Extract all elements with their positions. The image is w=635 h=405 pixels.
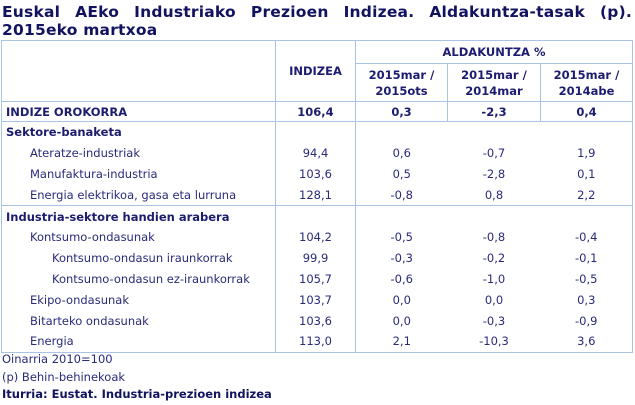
section-header-row: Industria-sektore handien arabera <box>1 205 633 227</box>
row-index: 113,0 <box>275 330 356 353</box>
row-value-1: 0,0 <box>392 292 411 307</box>
row-value-3: -0,1 <box>540 247 633 269</box>
row-index: 99,9 <box>275 247 356 269</box>
row-index: 103,6 <box>275 310 356 331</box>
row-label: Energia elektrikoa, gasa eta lurruna <box>1 184 276 207</box>
row-value-3: 3,6 <box>540 330 633 353</box>
table-row: Manufaktura-industria 103,6 0,5 -2,8 0,1 <box>1 163 633 185</box>
row-index: 104,2 <box>275 226 356 248</box>
row-value-3: 2,2 <box>540 184 633 207</box>
row-value-2: 0,0 <box>484 292 504 307</box>
title-word: Prezioen <box>250 3 329 21</box>
row-label: Ekipo-ondasunak <box>1 289 276 311</box>
row-index: 103,7 <box>275 289 356 311</box>
row-value-3: 0,1 <box>540 163 633 185</box>
title-word: (p). <box>600 3 632 21</box>
row-value-3: 1,9 <box>540 142 633 164</box>
row-value-3: -0,5 <box>540 268 633 290</box>
header-period-1: 2015mar /2015ots <box>355 63 448 102</box>
row-value-1: -0,3 <box>390 251 413 266</box>
row-value-2: 0,8 <box>447 184 541 207</box>
table-row: Ateratze-industriak 94,4 0,6 -0,7 1,9 <box>1 142 633 164</box>
row-value-3: -0,4 <box>540 226 633 248</box>
footnote-provisional: (p) Behin-behinekoak <box>2 370 126 384</box>
row-value-3: 0,3 <box>540 289 633 311</box>
table-row: Kontsumo-ondasun ez-iraunkorrak 105,7 -0… <box>1 268 633 290</box>
title-word: Industriako <box>134 3 236 21</box>
row-label: Energia <box>1 330 276 353</box>
table-row: Ekipo-ondasunak 103,7 0,0 0,0 0,3 <box>1 289 633 311</box>
title-word: Indizea. <box>343 3 415 21</box>
row-value-1: 0,0 <box>392 313 411 328</box>
footnote-source: Iturria: Eustat. Industria-prezioen indi… <box>2 387 272 401</box>
row-value-3: -0,9 <box>540 310 633 331</box>
row-value-2: -0,7 <box>482 146 506 161</box>
row-value-1: -0,6 <box>390 271 413 286</box>
row-index: 128,1 <box>275 184 356 207</box>
title-line-2: 2015eko martxoa <box>2 21 158 39</box>
row-label: Kontsumo-ondasun iraunkorrak <box>1 247 276 269</box>
row-value-2: -2,8 <box>482 166 506 181</box>
title-word: Euskal <box>2 3 61 21</box>
header-empty-cell <box>1 40 276 102</box>
row-value-2: -1,0 <box>482 271 506 286</box>
row-value-1: 0,3 <box>355 101 448 122</box>
row-value-2: -0,2 <box>482 251 506 266</box>
header-period-3: 2015mar /2014abe <box>540 63 633 102</box>
row-value-1: 0,5 <box>392 166 411 181</box>
table-row: Bitarteko ondasunak 103,6 0,0 -0,3 -0,9 <box>1 310 633 331</box>
row-value-2: -2,3 <box>447 101 541 122</box>
title-word: AEko <box>75 3 120 21</box>
row-value-2: -0,3 <box>482 313 506 328</box>
row-label: Bitarteko ondasunak <box>1 310 276 331</box>
table-row: Energia 113,0 2,1 -10,3 3,6 <box>1 330 633 353</box>
row-label: Kontsumo-ondasunak <box>1 226 276 248</box>
header-indizea: INDIZEA <box>275 40 356 102</box>
table-row: Kontsumo-ondasun iraunkorrak 99,9 -0,3 -… <box>1 247 633 269</box>
row-index: 105,7 <box>275 268 356 290</box>
row-value-1: 0,6 <box>392 146 411 161</box>
row-value-2: -0,8 <box>482 230 506 245</box>
row-value-2: -10,3 <box>447 330 541 353</box>
table-row: Kontsumo-ondasunak 104,2 -0,5 -0,8 -0,4 <box>1 226 633 248</box>
price-index-table: INDIZEA ALDAKUNTZA % 2015mar /2015ots 20… <box>1 40 633 353</box>
row-value-1: 2,1 <box>355 330 448 353</box>
header-aldakuntza: ALDAKUNTZA % <box>355 40 633 64</box>
title-word: Aldakuntza-tasak <box>429 3 585 21</box>
table-row: Energia elektrikoa, gasa eta lurruna 128… <box>1 184 633 207</box>
row-label: Ateratze-industriak <box>1 142 276 164</box>
row-index: 103,6 <box>275 163 356 185</box>
header-period-2: 2015mar /2014mar <box>447 63 541 102</box>
footnote-base: Oinarria 2010=100 <box>2 352 113 366</box>
row-value-3: 0,4 <box>540 101 633 122</box>
section-title: Sektore-banaketa <box>1 121 276 143</box>
table-row-total: INDIZE OROKORRA 106,4 0,3 -2,3 0,4 <box>1 101 633 122</box>
section-header-row: Sektore-banaketa <box>1 121 633 143</box>
row-index: 106,4 <box>275 101 356 122</box>
row-label: Kontsumo-ondasun ez-iraunkorrak <box>1 268 276 290</box>
row-label: Manufaktura-industria <box>1 163 276 185</box>
row-index: 94,4 <box>275 142 356 164</box>
row-label: INDIZE OROKORRA <box>1 101 276 122</box>
section-title: Industria-sektore handien arabera <box>1 205 276 227</box>
page-title: Euskal AEko Industriako Prezioen Indizea… <box>2 3 632 39</box>
title-line-1: Euskal AEko Industriako Prezioen Indizea… <box>2 3 632 21</box>
row-value-1: -0,8 <box>355 184 448 207</box>
row-value-1: -0,5 <box>390 230 413 245</box>
